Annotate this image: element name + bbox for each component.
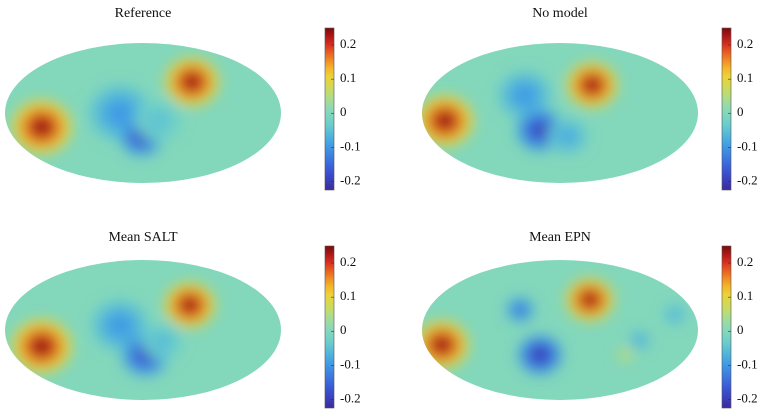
colorbar-tick-label: -0.2: [340, 390, 361, 405]
panel-title: No model: [532, 6, 588, 21]
panel: No model 0.2 0.1 0 -0.1 -0.2: [422, 6, 758, 191]
blob: [434, 111, 456, 131]
panel: Mean SALT 0.2 0.1 0 -0.1 -0.2: [5, 230, 361, 409]
colorbar-tick-label: 0: [737, 322, 744, 337]
sky-map: [422, 43, 698, 183]
blobs: [12, 58, 219, 156]
panel-title: Mean EPN: [529, 230, 591, 245]
panel: Reference 0.2 0.1 0 -0.1 -0.2: [5, 6, 361, 191]
map-background: [422, 43, 698, 183]
blob: [531, 347, 549, 363]
sky-map: [422, 260, 698, 400]
colorbar-tick-label: 0.2: [737, 254, 753, 269]
panel-title: Reference: [115, 6, 172, 21]
blob: [636, 336, 644, 344]
colorbar: [324, 27, 335, 191]
blob: [109, 315, 131, 335]
panel-title: Mean SALT: [108, 230, 178, 245]
blob: [670, 310, 680, 319]
colorbar-tick-label: 0.2: [340, 36, 356, 51]
blob: [514, 86, 535, 105]
colorbar: [721, 245, 732, 409]
blob: [30, 117, 53, 137]
colorbar-tick-label: -0.2: [737, 172, 758, 187]
colorbar-tick-label: -0.2: [737, 390, 758, 405]
blob: [180, 296, 200, 314]
blob: [108, 102, 132, 124]
colorbar: [721, 27, 732, 191]
colorbar-tick-label: -0.1: [340, 356, 361, 371]
colorbar-tick-label: 0.2: [737, 36, 753, 51]
colorbar-tick-label: 0: [737, 104, 744, 119]
colorbar-tick-label: -0.2: [340, 172, 361, 187]
sky-map: [5, 43, 281, 183]
colorbar-tick-label: -0.1: [737, 356, 758, 371]
sky-map: [5, 260, 281, 400]
blobs: [12, 283, 215, 376]
panel: Mean EPN 0.2 0.1 0 -0.1 -0.2: [422, 230, 758, 409]
colorbar-tick-label: 0.2: [340, 254, 356, 269]
blob: [582, 76, 602, 94]
colorbar-tick-label: 0: [340, 104, 347, 119]
colorbar-tick-label: -0.1: [737, 138, 758, 153]
colorbar-tick-label: -0.1: [340, 138, 361, 153]
colorbar: [324, 245, 335, 409]
colorbar-tick-label: 0.1: [737, 70, 753, 85]
blob: [182, 72, 202, 91]
blobs: [422, 62, 617, 155]
colorbar-tick-label: 0.1: [340, 288, 356, 303]
colorbar-tick-label: 0: [340, 322, 347, 337]
colorbar-tick-label: 0.1: [340, 70, 356, 85]
map-background: [422, 260, 698, 400]
blob: [531, 122, 549, 138]
blob: [149, 112, 168, 129]
blob: [622, 352, 628, 358]
blob: [514, 305, 526, 315]
colorbar-tick-label: 0.1: [737, 288, 753, 303]
blob: [432, 335, 452, 354]
blob: [154, 334, 170, 349]
blob: [560, 129, 576, 144]
blob: [581, 291, 599, 308]
blob: [30, 336, 53, 357]
